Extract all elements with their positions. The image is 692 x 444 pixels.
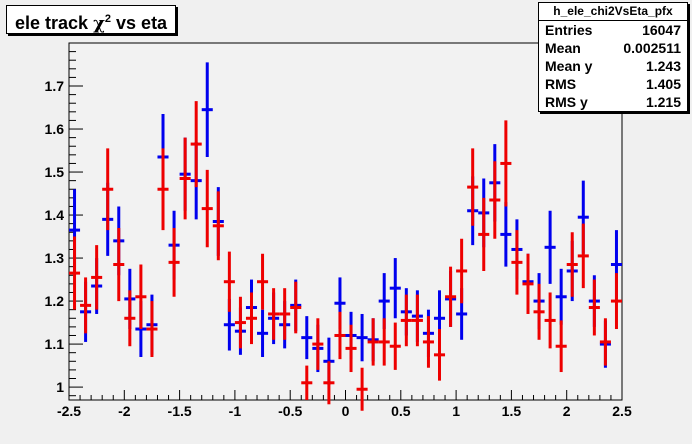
stats-value: 1.243 — [645, 58, 681, 74]
x-tick-label: -2 — [118, 403, 131, 419]
x-tick-label: -1 — [229, 403, 242, 419]
stats-histogram-name: h_ele_chi2VsEta_pfx — [539, 3, 687, 21]
stats-label: Entries — [545, 22, 593, 38]
stats-value: 1.405 — [645, 76, 681, 92]
axes-layer: -2.5 -2 -1.5 -1 -0.5 0 0.5 1 1.5 2 2.5 1 1.1 1.2 1.3 1.… — [45, 51, 632, 419]
x-tick-label: 0.5 — [391, 403, 411, 419]
stats-row-mean: Mean 0.002511 — [539, 39, 687, 57]
y-tick-label: 1.6 — [45, 121, 65, 137]
x-tick-label: 1.5 — [502, 403, 522, 419]
chart-title-chi: χ — [93, 13, 105, 34]
x-tick-label: -1.5 — [168, 403, 192, 419]
stats-box: h_ele_chi2VsEta_pfx Entries 16047 Mean 0.0… — [538, 2, 688, 112]
x-tick-label: 2 — [563, 403, 571, 419]
y-tick-label: 1.3 — [45, 250, 65, 266]
stats-label: Mean — [545, 40, 581, 56]
marks-layer — [69, 62, 622, 411]
stats-label: Mean y — [545, 58, 593, 74]
x-tick-label: -0.5 — [278, 403, 302, 419]
stats-row-rms: RMS 1.405 — [539, 75, 687, 93]
x-tick-label: 0 — [342, 403, 350, 419]
stats-label: RMS y — [545, 94, 588, 110]
x-tick-label: 2.5 — [612, 403, 632, 419]
plot-area — [68, 42, 623, 401]
y-tick-label: 1 — [56, 379, 64, 395]
stats-value: 16047 — [642, 22, 681, 38]
x-tick-label: -2.5 — [57, 403, 81, 419]
y-tick-label: 1.1 — [45, 336, 65, 352]
stats-value: 0.002511 — [623, 40, 681, 56]
stats-row-mean-y: Mean y 1.243 — [539, 57, 687, 75]
chart-title-prefix: ele track — [15, 13, 94, 33]
stats-value: 1.215 — [645, 94, 681, 110]
chart-title-superscript: 2 — [104, 13, 112, 25]
y-tick-label: 1.2 — [45, 293, 65, 309]
y-tick-label: 1.7 — [45, 78, 65, 94]
stats-label: RMS — [545, 76, 577, 92]
y-tick-label: 1.5 — [45, 164, 65, 180]
chart-title-suffix: vs eta — [111, 13, 168, 33]
stats-row-rms-y: RMS y 1.215 — [539, 93, 687, 111]
stats-row-entries: Entries 16047 — [539, 21, 687, 39]
x-tick-label: 1 — [452, 403, 460, 419]
chart-title: ele track χ2 vs eta — [6, 5, 177, 34]
y-tick-label: 1.4 — [45, 207, 65, 223]
